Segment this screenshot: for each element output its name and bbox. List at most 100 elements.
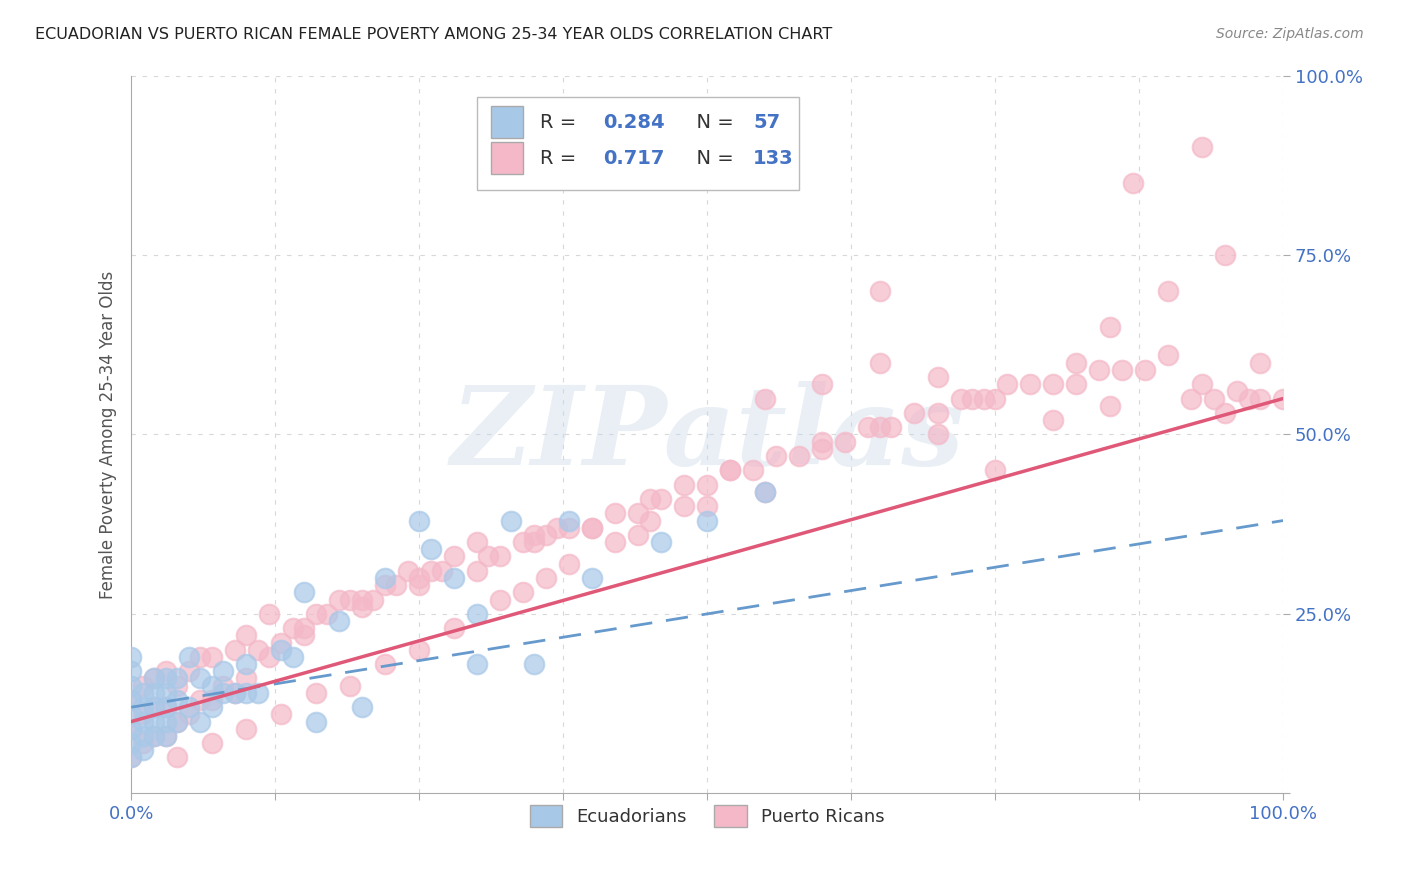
Point: [512, 585, 534, 599]
Point: [903, 406, 925, 420]
Point: [292, 628, 315, 642]
Point: [120, 650, 142, 665]
Point: [120, 722, 142, 736]
Point: [1133, 363, 1156, 377]
Point: [718, 463, 741, 477]
Point: [523, 528, 546, 542]
Point: [120, 750, 142, 764]
Point: [224, 686, 246, 700]
Point: [292, 621, 315, 635]
Point: [155, 700, 177, 714]
Point: [132, 700, 155, 714]
Point: [960, 392, 983, 406]
Point: [132, 714, 155, 729]
Point: [546, 521, 568, 535]
Point: [259, 650, 281, 665]
Point: [650, 491, 672, 506]
Point: [166, 693, 188, 707]
Point: [927, 406, 949, 420]
Point: [1215, 406, 1237, 420]
Point: [281, 650, 304, 665]
Point: [696, 477, 718, 491]
Point: [177, 700, 200, 714]
Point: [534, 571, 557, 585]
Point: [477, 549, 499, 564]
Point: [638, 514, 661, 528]
Point: [1111, 363, 1133, 377]
Point: [120, 736, 142, 750]
Text: R =: R =: [540, 149, 582, 168]
Point: [190, 672, 212, 686]
Point: [419, 542, 441, 557]
Point: [224, 642, 246, 657]
Text: 0.717: 0.717: [603, 149, 665, 168]
Point: [155, 729, 177, 743]
Point: [754, 392, 776, 406]
Text: N =: N =: [685, 112, 740, 132]
Point: [581, 521, 603, 535]
Point: [1272, 392, 1295, 406]
Point: [603, 535, 626, 549]
Point: [1099, 319, 1122, 334]
Point: [201, 679, 224, 693]
Point: [155, 700, 177, 714]
Point: [201, 700, 224, 714]
Point: [834, 434, 856, 449]
Point: [443, 621, 465, 635]
Point: [408, 578, 430, 592]
Point: [765, 449, 787, 463]
Point: [523, 535, 546, 549]
Point: [316, 607, 339, 621]
Point: [304, 714, 326, 729]
Point: [869, 420, 891, 434]
Text: ECUADORIAN VS PUERTO RICAN FEMALE POVERTY AMONG 25-34 YEAR OLDS CORRELATION CHAR: ECUADORIAN VS PUERTO RICAN FEMALE POVERT…: [35, 27, 832, 42]
Point: [155, 729, 177, 743]
Text: 133: 133: [754, 149, 794, 168]
Point: [408, 514, 430, 528]
Point: [512, 535, 534, 549]
Point: [1191, 377, 1213, 392]
Point: [534, 528, 557, 542]
Point: [132, 707, 155, 722]
Point: [627, 528, 650, 542]
Point: [1215, 248, 1237, 262]
Point: [155, 672, 177, 686]
Point: [177, 707, 200, 722]
Point: [673, 500, 696, 514]
Point: [201, 693, 224, 707]
Point: [292, 585, 315, 599]
Point: [1087, 363, 1109, 377]
Point: [811, 434, 834, 449]
Point: [177, 665, 200, 679]
Point: [224, 686, 246, 700]
Point: [1018, 377, 1040, 392]
Point: [1042, 413, 1064, 427]
Point: [166, 714, 188, 729]
Text: R =: R =: [540, 112, 582, 132]
Point: [350, 592, 373, 607]
Point: [443, 549, 465, 564]
Point: [166, 714, 188, 729]
Point: [558, 557, 581, 571]
Text: Source: ZipAtlas.com: Source: ZipAtlas.com: [1216, 27, 1364, 41]
Point: [120, 693, 142, 707]
Point: [869, 284, 891, 298]
Point: [190, 650, 212, 665]
FancyBboxPatch shape: [477, 97, 799, 190]
Point: [190, 714, 212, 729]
Point: [869, 356, 891, 370]
Point: [984, 392, 1007, 406]
Point: [754, 484, 776, 499]
Point: [132, 729, 155, 743]
Point: [1249, 392, 1271, 406]
Point: [212, 679, 235, 693]
Point: [328, 592, 350, 607]
Point: [166, 750, 188, 764]
Point: [558, 521, 581, 535]
Point: [1249, 356, 1271, 370]
Point: [270, 707, 292, 722]
Point: [984, 463, 1007, 477]
Point: [374, 657, 396, 672]
Point: [120, 679, 142, 693]
Point: [201, 650, 224, 665]
